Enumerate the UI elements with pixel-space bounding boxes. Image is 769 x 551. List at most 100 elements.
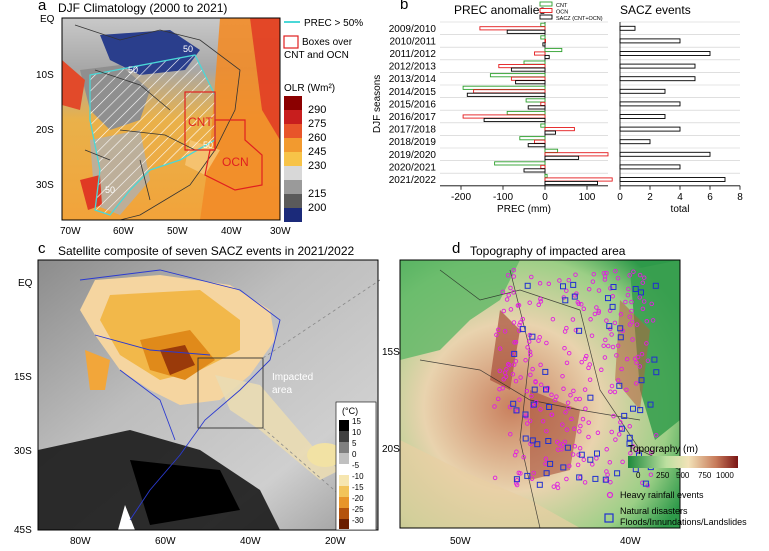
rainfall-marker — [629, 308, 634, 314]
season-label: 2020/2021 — [389, 162, 437, 173]
rainfall-marker — [641, 275, 647, 280]
rainfall-marker — [571, 388, 576, 394]
rainfall-marker — [538, 362, 543, 368]
rainfall-marker — [645, 483, 651, 488]
contour-label: 50 — [183, 44, 193, 54]
disaster-marker — [642, 480, 649, 487]
season-label: 2018/2019 — [389, 137, 437, 148]
rainfall-marker — [611, 413, 616, 419]
rainfall-marker — [610, 344, 616, 350]
rainfall-marker — [518, 375, 523, 380]
rainfall-marker — [564, 427, 570, 432]
panel-c-title: Satellite composite of seven SACZ events… — [58, 244, 355, 258]
rainfall-marker — [613, 437, 618, 442]
rainfall-marker — [631, 269, 636, 274]
panel-a: a DJF Climatology (2000 to 2021) — [0, 0, 370, 240]
legend-rain-marker — [606, 491, 614, 499]
prec-bar-sacz — [544, 155, 580, 160]
rainfall-marker — [497, 386, 502, 392]
topography-map: Topography (m) 0 250 500 750 1000 Heavy … — [382, 259, 747, 547]
colorbar-tick: 260 — [308, 132, 326, 144]
disaster-marker — [510, 400, 517, 407]
colorbar-tick: -25 — [352, 505, 364, 514]
rainfall-marker — [555, 447, 561, 452]
disaster-marker — [587, 394, 594, 401]
rainfall-marker — [601, 343, 606, 348]
topo-tick: 0 — [636, 471, 641, 480]
colorbar-tick: -30 — [352, 516, 364, 525]
rainfall-marker — [650, 318, 656, 323]
rainfall-marker — [632, 356, 638, 362]
rainfall-marker — [619, 366, 624, 372]
panel-b-title-right: SACZ events — [620, 3, 691, 17]
rainfall-marker — [607, 460, 613, 465]
rainfall-marker — [596, 308, 602, 314]
rainfall-marker — [552, 397, 558, 403]
legend-disaster-label: Floods/Innundations/Landslides — [620, 517, 747, 527]
rainfall-marker — [507, 404, 513, 410]
rainfall-marker — [566, 277, 572, 283]
disaster-marker — [547, 460, 554, 467]
lat-label: 20S — [382, 444, 400, 455]
colorbar-tick: 15 — [352, 417, 361, 426]
rainfall-marker — [562, 439, 568, 445]
rainfall-marker — [586, 434, 591, 440]
disaster-marker — [519, 326, 526, 333]
rainfall-marker — [530, 366, 535, 372]
rainfall-marker — [497, 346, 503, 351]
rainfall-marker — [562, 329, 568, 334]
rainfall-marker — [618, 420, 623, 425]
rainfall-marker — [511, 267, 517, 273]
rainfall-marker — [508, 285, 513, 291]
colorbar-tick: 290 — [308, 104, 326, 116]
legend-swatch — [539, 8, 553, 13]
legend-box-label: Boxes over — [302, 37, 353, 48]
disaster-marker — [626, 434, 633, 441]
rainfall-marker — [492, 475, 498, 481]
rainfall-marker — [637, 272, 643, 278]
prec-bar-sacz — [542, 42, 546, 47]
rainfall-marker — [527, 349, 533, 355]
rainfall-marker — [546, 281, 552, 287]
rainfall-marker — [586, 286, 592, 292]
rainfall-marker — [608, 389, 613, 394]
prec-bar-sacz — [527, 143, 546, 148]
rainfall-marker — [560, 373, 565, 379]
colorbar-tick: 200 — [308, 202, 326, 214]
rainfall-marker — [505, 273, 511, 278]
box-ocn — [204, 119, 263, 191]
rainfall-marker — [571, 426, 577, 432]
sacz-x-tick-label: 2 — [647, 192, 653, 203]
lon-label: 50W — [167, 226, 188, 237]
rainfall-marker — [500, 289, 506, 295]
prec-bar-ocn — [544, 152, 609, 157]
topo-tick: 750 — [698, 471, 712, 480]
disaster-marker — [614, 470, 621, 477]
disaster-marker — [530, 401, 537, 408]
sacz-events-bar — [619, 38, 681, 44]
disaster-marker — [610, 284, 617, 290]
sacz-events-bar — [619, 101, 681, 107]
panel-b-title-left: PREC anomalies — [454, 3, 546, 17]
rainfall-marker — [511, 362, 517, 367]
colorbar-tick: -5 — [352, 461, 360, 470]
rainfall-marker — [502, 329, 508, 334]
rainfall-marker — [557, 278, 562, 283]
rainfall-marker — [586, 420, 591, 425]
contour-label: 50 — [203, 140, 213, 150]
lat-label: 20S — [36, 125, 54, 136]
disaster-marker — [587, 456, 594, 463]
rainfall-marker — [579, 359, 584, 365]
rainfall-marker — [640, 280, 646, 285]
rainfall-marker — [589, 333, 595, 338]
disaster-marker — [637, 407, 644, 414]
olr-map: CNT OCN 50 50 50 50 EQ 10S 20S 30S 70W 6… — [36, 14, 363, 237]
season-label: 2016/2017 — [389, 112, 437, 123]
rainfall-marker — [495, 327, 501, 333]
rainfall-marker — [555, 481, 560, 487]
rainfall-marker — [614, 353, 619, 358]
disaster-marker — [529, 437, 536, 444]
rainfall-marker — [624, 387, 629, 393]
disaster-marker — [638, 289, 644, 296]
rainfall-marker — [501, 377, 506, 382]
